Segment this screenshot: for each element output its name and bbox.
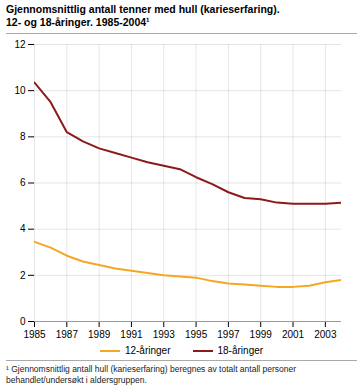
svg-text:1985: 1985 (23, 329, 46, 340)
html-text:12- og 18-åringer. 1985-2004¹: 12- og 18-åringer. 1985-2004¹ (6, 16, 150, 29)
svg-text:8: 8 (20, 131, 26, 142)
svg-text:4: 4 (20, 224, 26, 235)
svg-text:1993: 1993 (153, 329, 176, 340)
html-text:18-åringer: 18-åringer (217, 345, 264, 357)
svg-text:1987: 1987 (56, 329, 79, 340)
svg-text:1997: 1997 (217, 329, 240, 340)
html-text:¹ Gjennomsnittlig antall hull: ¹ Gjennomsnittlig antall hull (karieserf… (6, 364, 297, 385)
svg-text:2003: 2003 (314, 329, 337, 340)
svg-text:1999: 1999 (250, 329, 273, 340)
svg-text:0: 0 (20, 316, 26, 327)
svg-text:10: 10 (14, 85, 26, 96)
svg-text:1989: 1989 (88, 329, 111, 340)
html-text:12-åringer: 12-åringer (124, 345, 171, 357)
svg-text:1995: 1995 (185, 329, 208, 340)
svg-text:1991: 1991 (120, 329, 143, 340)
svg-text:2: 2 (20, 270, 26, 281)
svg-text:12: 12 (14, 39, 26, 50)
html-text:Gjennomsnittlig antall tenner: Gjennomsnittlig antall tenner med hull (… (6, 3, 280, 15)
svg-text:6: 6 (20, 177, 26, 188)
svg-text:2001: 2001 (282, 329, 305, 340)
